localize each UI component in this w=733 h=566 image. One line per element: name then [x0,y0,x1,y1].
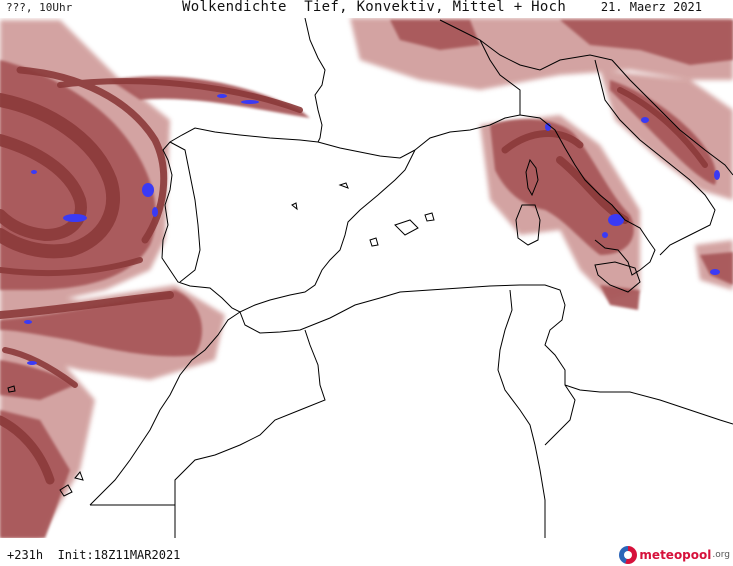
convective-cell [142,183,154,197]
libya-border [544,384,576,446]
sicily [594,261,641,293]
convective-cell [63,214,87,222]
meteopool-logo[interactable]: meteopool .org [619,545,730,565]
convective-cell [24,320,32,324]
convective-cells [24,94,720,365]
convective-cell [608,214,624,226]
morocco-coast [89,311,241,506]
corsica [525,158,539,197]
swiss-border [439,19,521,115]
cloud-density-map [0,18,733,538]
convective-cell [217,94,227,98]
time-label: ???, 10Uhr [6,1,73,14]
map-header: ???, 10Uhr Wolkendichte Tief, Konvektiv,… [0,0,733,18]
pyrenees-border [317,141,416,159]
algeria-morocco-border [174,329,326,538]
balkan-coast [611,59,733,176]
convective-cell [31,170,37,174]
convective-cell [602,232,608,238]
sardinia [515,204,541,246]
convective-cell [27,361,37,365]
convective-cell [152,207,158,217]
france-coast [304,18,326,143]
france-south-coast [414,114,521,151]
italy-east-coast [594,59,716,256]
portugal-border [169,141,201,283]
convective-cell [710,269,720,275]
algeria-tunisia-border [497,289,546,538]
iberia-coast [161,127,416,313]
logo-suffix: .org [712,550,730,560]
coastlines [7,18,733,538]
map-footer: +231h Init:18Z11MAR2021 meteopool .org [0,538,733,566]
madeira [7,385,16,393]
meteopool-logo-icon [619,546,638,564]
north-africa-coast [239,284,733,425]
convective-cell [241,100,259,104]
convective-cell [641,117,649,123]
convective-cell [714,170,720,180]
italy-coast [519,114,656,276]
alps-border [479,39,613,71]
logo-text: meteopool [639,548,712,562]
map-title: Wolkendichte Tief, Konvektiv, Mittel + H… [182,0,567,15]
forecast-run-info: +231h Init:18Z11MAR2021 [7,548,181,562]
forecast-date: 21. Maerz 2021 [600,0,702,14]
canary-islands [59,484,73,497]
balearic-islands [394,219,419,236]
